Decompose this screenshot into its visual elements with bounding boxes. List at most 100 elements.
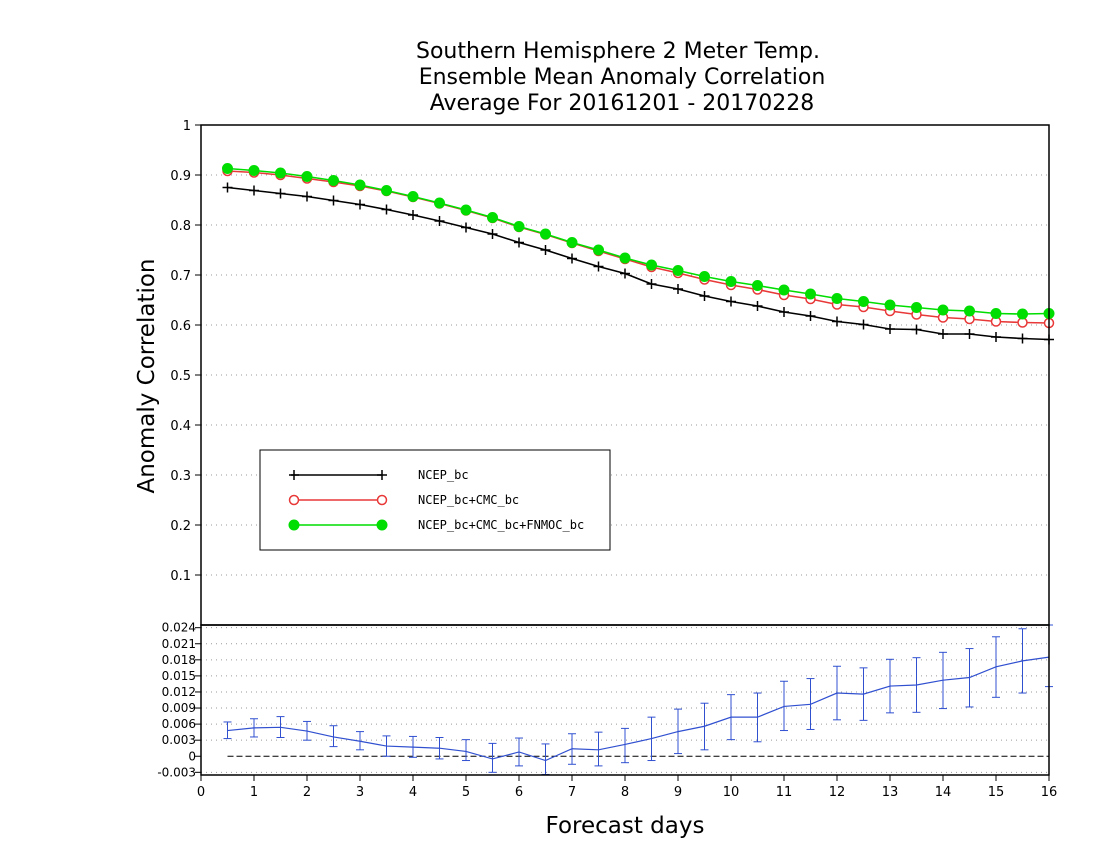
data-point [461,222,471,233]
legend-label: NCEP_bc+CMC_bc+FNMOC_bc [418,518,584,532]
main-y-tick-label: 1 [183,119,191,134]
error-bar [674,708,682,755]
title-line-2: Ensemble Mean Anomaly Correlation [419,65,826,90]
difference-line [227,656,1050,762]
data-point [487,229,498,239]
data-point [593,261,604,272]
data-point [646,279,657,289]
main-y-ticks: 0.1 0.2 0.3 0.4 0.5 0.6 0.7 0.8 0.9 1 [170,119,201,584]
data-point [699,271,710,282]
data-point [778,284,790,296]
error-bar [594,731,603,767]
main-y-tick-label: 0.6 [170,319,191,334]
x-tick-label: 12 [829,785,846,800]
data-point [752,280,763,291]
data-point [964,305,975,317]
legend-label: NCEP_bc+CMC_bc [418,493,519,507]
x-tick-label: 16 [1041,785,1058,800]
bottom-y-tick-label: 0.003 [162,733,196,747]
error-bar [382,735,391,757]
error-bar [568,733,576,765]
error-bar [329,725,338,748]
x-tick-label: 15 [988,785,1005,800]
main-plot-area [222,163,1055,345]
title-line-3: Average For 20161201 - 20170228 [430,91,815,116]
x-tick-label: 9 [674,785,682,800]
bottom-y-tick-label: 0.021 [162,637,196,651]
data-point [884,299,896,311]
data-point [381,204,392,215]
error-bar [356,731,364,751]
data-point [248,165,260,176]
data-point [619,252,631,264]
error-bar [647,716,656,762]
data-point [328,175,339,186]
x-axis-label: Forecast days [546,813,705,839]
data-point [964,329,975,339]
data-point [673,284,683,294]
main-y-tick-label: 0.9 [170,169,191,184]
error-bar [859,667,868,721]
chart-title: Southern Hemisphere 2 Meter Temp. Ensemb… [416,39,825,116]
y-axis-label: Anomaly Correlation [134,258,160,493]
data-point [699,291,710,301]
data-point [434,216,445,226]
main-y-tick-label: 0.4 [170,419,191,434]
legend-marker [288,494,300,506]
x-tick-label: 1 [250,785,258,800]
main-y-tick-label: 0.1 [170,569,191,584]
data-point [328,195,339,206]
x-tick-label: 2 [303,785,311,800]
legend-marker [377,470,387,480]
data-point [407,191,419,202]
error-bar [621,727,629,764]
data-point [408,210,418,220]
main-y-tick-label: 0.8 [170,219,191,234]
bottom-y-tick-label: 0 [188,749,196,763]
x-tick-label: 13 [882,785,899,800]
error-bar [965,648,974,708]
legend-marker [288,519,300,531]
data-point [752,301,763,311]
data-point [593,244,604,256]
data-point [275,167,286,179]
data-point [301,171,313,182]
legend-label: NCEP_bc [418,468,469,482]
data-point [1017,308,1028,320]
error-bar [223,721,232,740]
error-bar [753,692,762,743]
error-bar [515,737,523,767]
data-point [222,182,233,193]
series-line [227,167,1050,315]
error-bar [276,716,285,738]
error-bar [806,678,815,730]
data-point [805,288,816,300]
data-point [540,228,551,240]
x-tick-label: 5 [462,785,470,800]
main-y-tick-label: 0.5 [170,369,191,384]
bottom-y-tick-label: 0.018 [162,653,196,667]
data-point [222,163,233,174]
error-bar [409,735,417,758]
data-point [355,199,365,210]
bottom-y-ticks: -0.003 0 0.003 0.006 0.009 0.012 0.015 0.018 0.0… [157,621,201,779]
data-point [620,268,630,279]
x-tick-label: 10 [723,785,740,800]
data-point [513,221,525,232]
data-point [885,324,895,334]
error-bar [435,737,444,760]
error-bar [727,694,735,741]
data-point [566,237,578,248]
bottom-y-tick-label: -0.003 [157,765,196,779]
main-y-tick-label: 0.7 [170,269,191,284]
bottom-y-tick-label: 0.024 [162,621,196,635]
legend-marker [376,519,388,531]
data-point [990,308,1002,319]
data-point [832,316,842,327]
x-tick-label: 3 [356,785,364,800]
error-bar [1018,628,1027,694]
legend: NCEP_bc NCEP_bc+CMC_bc NCEP_bc+CMC_bc+FNMO… [259,449,611,551]
data-point [302,191,312,202]
error-bar [992,636,1000,698]
x-tick-label: 4 [409,785,417,800]
